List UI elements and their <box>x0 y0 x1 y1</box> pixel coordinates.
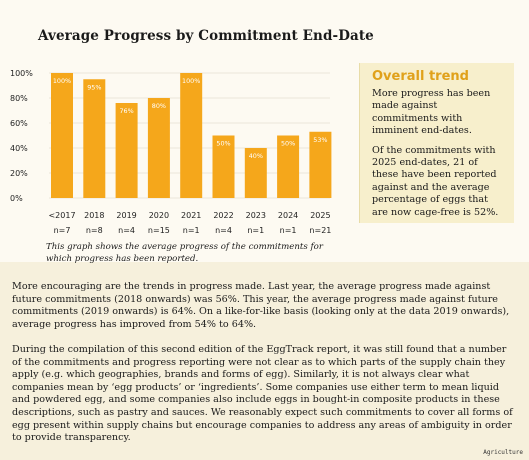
bar-value-label: 50% <box>281 140 295 148</box>
bar-value-label: 50% <box>216 140 230 148</box>
chart-bars: 100% 95% 76% 80% 100% 50% 40% 50% 53% <box>51 73 332 198</box>
bar <box>115 103 138 198</box>
bar <box>51 73 73 198</box>
bar <box>277 135 300 198</box>
x-count-label: n=15 <box>148 226 170 235</box>
bar <box>147 98 170 198</box>
x-category-label: 2022 <box>213 211 233 220</box>
x-count-label: n=21 <box>309 226 331 235</box>
x-category-label: 2018 <box>84 211 104 220</box>
y-tick-label: 0% <box>10 194 23 203</box>
bar-value-label: 80% <box>152 102 166 110</box>
chart-title: Average Progress by Commitment End-Date <box>38 28 374 44</box>
bar-value-label: 95% <box>87 83 101 91</box>
trend-paragraph-2: Of the commitments with 2025 end-dates, … <box>372 144 499 218</box>
bar <box>180 73 203 198</box>
x-axis-labels: <2017 n=7 2018 n=8 2019 n=4 2020 n=15 2021 n=1 202… <box>48 211 331 235</box>
x-category-label: 2021 <box>181 211 201 220</box>
x-count-label: n=7 <box>54 226 71 235</box>
x-category-label: 2020 <box>149 211 169 220</box>
x-count-label: n=8 <box>86 226 103 235</box>
x-category-label: 2024 <box>278 211 298 220</box>
x-count-label: n=1 <box>280 226 297 235</box>
body-paragraph-2: During the compilation of this second ed… <box>12 344 513 444</box>
bar-value-label: 100% <box>53 77 71 85</box>
x-count-label: n=4 <box>215 226 232 235</box>
body-paragraph-1: More encouraging are the trends in progr… <box>12 281 510 330</box>
y-axis-ticks: 0% 20% 40% 60% 80% 100% <box>10 69 33 203</box>
trend-paragraph-1: More progress has been made against comm… <box>372 88 491 137</box>
footer-label: Agriculture <box>483 449 523 456</box>
y-tick-label: 40% <box>10 144 28 153</box>
trend-title: Overall trend <box>372 69 469 84</box>
bar <box>83 79 106 198</box>
overall-trend-box: Overall trend More progress has been mad… <box>359 63 514 223</box>
y-tick-label: 20% <box>10 169 28 178</box>
bar-value-label: 40% <box>249 152 263 160</box>
x-category-label: <2017 <box>48 211 75 220</box>
x-category-label: 2019 <box>116 211 136 220</box>
bar-chart: 0% 20% 40% 60% 80% 100% 100% 95% 76% 80% 100% 50% 4… <box>10 69 332 235</box>
bar <box>212 135 235 198</box>
y-tick-label: 80% <box>10 94 28 103</box>
y-tick-label: 100% <box>10 69 33 78</box>
bar-value-label: 76% <box>119 107 133 115</box>
y-tick-label: 60% <box>10 119 28 128</box>
bar <box>309 131 332 198</box>
x-category-label: 2023 <box>246 211 266 220</box>
bar-value-label: 100% <box>182 77 200 85</box>
x-category-label: 2025 <box>310 211 330 220</box>
x-count-label: n=1 <box>183 226 200 235</box>
x-count-label: n=1 <box>247 226 264 235</box>
bar-value-label: 53% <box>313 136 327 144</box>
bar <box>244 148 267 198</box>
chart-caption: This graph shows the average progress of… <box>46 242 323 264</box>
x-count-label: n=4 <box>118 226 135 235</box>
